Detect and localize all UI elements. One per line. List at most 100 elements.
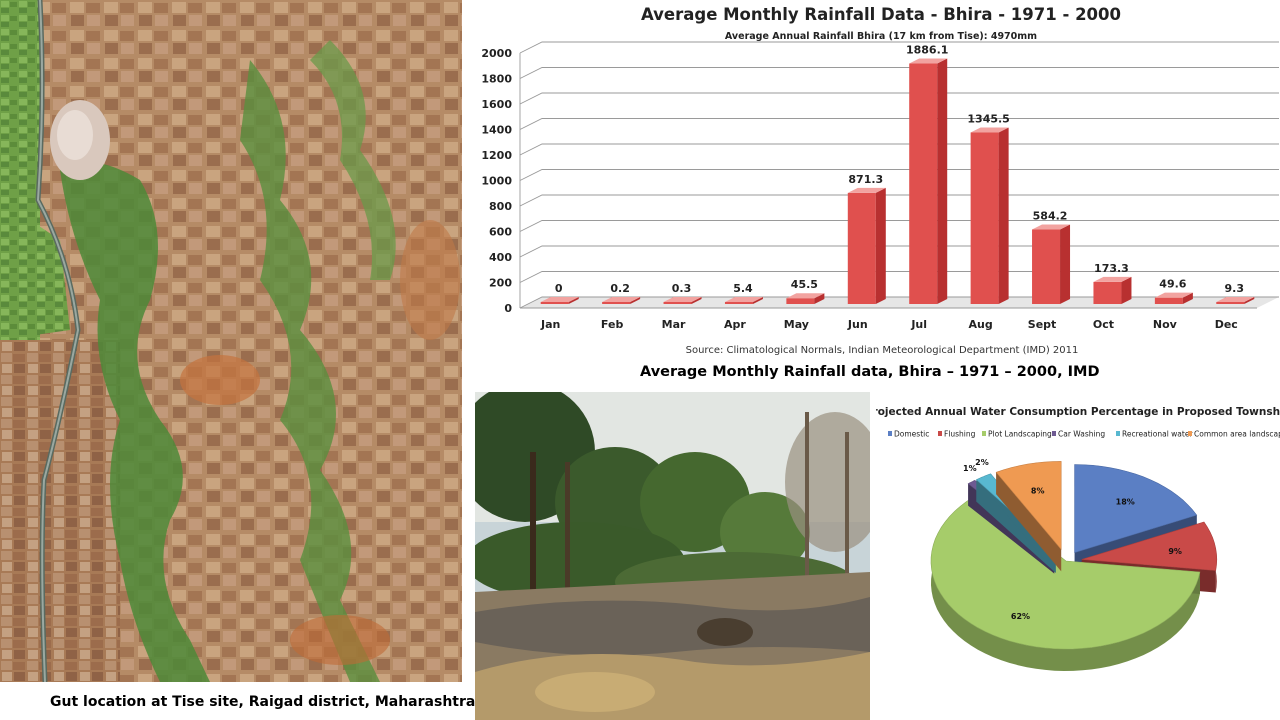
pie-slice-top [995, 461, 1062, 551]
legend-item: Common area landscaping [1188, 430, 1280, 439]
x-tick-label: Jul [910, 318, 927, 331]
x-tick-label: Jan [540, 318, 560, 331]
pie-slice-wall [976, 479, 1056, 573]
chart-title: Average Monthly Rainfall Data - Bhira - … [641, 5, 1121, 24]
legend-swatch [888, 431, 892, 436]
bar-value-label: 5.4 [733, 282, 753, 295]
bar-may: 45.5 [786, 278, 825, 304]
bar-front [970, 132, 999, 304]
pie-slice-top [1081, 521, 1218, 571]
bar-aug: 1345.5 [967, 112, 1010, 304]
bar-jan: 0 [540, 282, 579, 304]
bar-value-label: 49.6 [1159, 278, 1186, 291]
legend-label: Plot Landscaping [988, 430, 1052, 439]
bar-dec: 9.3 [1216, 282, 1255, 304]
bar-value-label: 0.2 [610, 282, 630, 295]
bar-front [847, 192, 876, 304]
legend-item: Recreational water [1116, 430, 1193, 439]
legend-label: Common area landscaping [1194, 430, 1280, 439]
bar-front [602, 302, 631, 304]
bar-oct: 173.3 [1093, 262, 1132, 304]
legend-item: Car Washing [1052, 430, 1105, 439]
bar-side [630, 297, 641, 304]
y-tick-label: 1800 [481, 73, 512, 86]
x-tick-label: Mar [662, 318, 686, 331]
legend-label: Recreational water [1122, 430, 1193, 439]
gridline [519, 169, 1279, 181]
bar-top [786, 293, 825, 299]
legend-swatch [1116, 431, 1120, 436]
bar-top [1216, 297, 1255, 302]
aerial-caption: Gut location at Tise site, Raigad distri… [50, 694, 476, 710]
y-tick-label: 0 [504, 302, 512, 315]
legend-swatch [982, 431, 986, 436]
bar-side [691, 297, 702, 304]
bar-side [1121, 276, 1132, 304]
gridline [519, 67, 1279, 79]
x-tick-label: Sept [1028, 318, 1057, 331]
y-tick-label: 600 [489, 226, 512, 239]
bar-top [909, 58, 948, 64]
bar-side [1244, 297, 1255, 304]
bar-mar: 0.3 [663, 282, 702, 304]
bar-jun: 871.3 [847, 173, 886, 304]
y-tick-label: 800 [489, 200, 512, 213]
bar-value-label: 173.3 [1094, 262, 1129, 275]
gridline [519, 194, 1279, 207]
gridline [519, 220, 1279, 232]
bar-top [540, 297, 579, 302]
legend-label: Car Washing [1058, 430, 1105, 439]
bar-top [1032, 224, 1071, 230]
x-tick-label: May [784, 318, 809, 331]
bar-value-label: 584.2 [1033, 210, 1068, 223]
y-tick-label: 1000 [481, 175, 512, 188]
legend-swatch [938, 431, 942, 436]
bar-value-label: 45.5 [791, 278, 818, 291]
x-tick-label: Nov [1153, 318, 1178, 331]
pie-slice-common-area-landscaping: 8% [995, 461, 1062, 572]
legend-item: Flushing [938, 430, 976, 439]
bar-apr: 5.4 [724, 282, 763, 304]
y-tick-label: 400 [489, 251, 512, 264]
bar-top [847, 187, 886, 193]
pie-slice-top [930, 492, 1201, 650]
bar-side [814, 293, 825, 304]
pie-value-label: 2% [975, 458, 989, 467]
y-tick-label: 1400 [481, 124, 512, 137]
y-tick-label: 1600 [481, 98, 512, 111]
bar-side [998, 127, 1009, 304]
bar-front [540, 302, 569, 304]
legend-item: Plot Landscaping [982, 430, 1052, 439]
bar-value-label: 1886.1 [906, 44, 948, 57]
y-tick-label: 1200 [481, 149, 512, 162]
pie-value-label: 8% [1031, 487, 1045, 496]
bar-value-label: 0.3 [672, 282, 692, 295]
aerial-photo [0, 0, 462, 682]
bar-side [875, 187, 886, 304]
x-tick-label: Aug [969, 318, 993, 331]
pie-value-label: 9% [1168, 547, 1182, 556]
pie-legend: Domestic Flushing Plot Landscaping Car Wash… [888, 430, 1280, 439]
x-tick-label: Oct [1093, 318, 1114, 331]
bar-top [663, 297, 702, 302]
chart-bars: 0 Jan 0.2 Feb 0.3 Mar 5.4 Apr 45.5 May 871.3 Jun 188… [540, 44, 1255, 331]
pie-slices: 18% 9% 62% 1%2% 8% [930, 458, 1218, 671]
legend-swatch [1188, 431, 1192, 436]
legend-label: Flushing [944, 430, 976, 439]
bar-side [1060, 224, 1071, 304]
bar-front [909, 63, 938, 305]
pie-title: Projected Annual Water Consumption Perce… [876, 406, 1280, 418]
gridline [519, 41, 1279, 54]
bar-value-label: 871.3 [848, 173, 883, 186]
x-tick-label: Feb [601, 318, 624, 331]
pie-slice-wall [996, 472, 1062, 572]
bar-top [724, 297, 763, 302]
water-consumption-pie-chart: Projected Annual Water Consumption Perce… [876, 406, 1280, 671]
bar-top [1093, 276, 1132, 282]
bar-top [602, 297, 641, 302]
bar-top [1154, 292, 1193, 298]
x-tick-label: Jun [847, 318, 868, 331]
bar-top [970, 127, 1009, 133]
bar-value-label: 9.3 [1225, 282, 1245, 295]
bar-feb: 0.2 [602, 282, 641, 304]
